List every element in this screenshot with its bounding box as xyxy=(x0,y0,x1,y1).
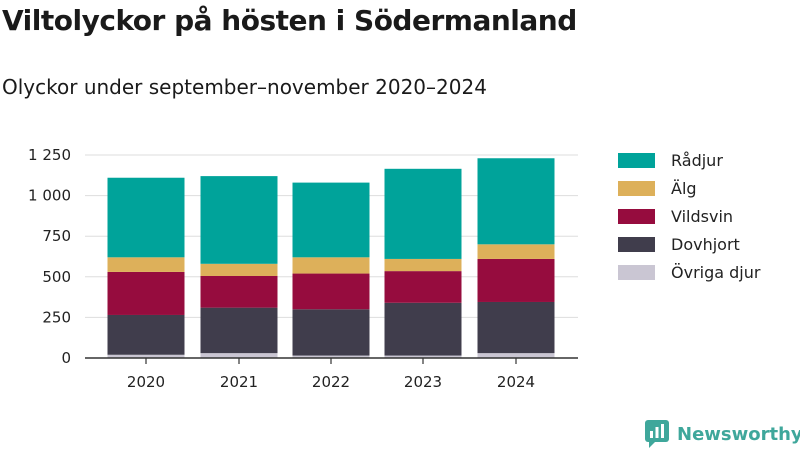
bar-segment[interactable] xyxy=(107,177,185,258)
bar-segment[interactable] xyxy=(384,271,462,303)
bar-segment[interactable] xyxy=(200,353,278,358)
bar-segment[interactable] xyxy=(107,354,185,358)
y-tick-label: 500 xyxy=(42,268,71,286)
x-axis-ticks: 2020 2021 2022 2023 2024 xyxy=(127,358,535,391)
legend-label: Dovhjort xyxy=(671,234,740,254)
legend-item[interactable]: Vildsvin xyxy=(618,202,760,230)
bar-segment[interactable] xyxy=(477,244,555,259)
legend-item[interactable]: Älg xyxy=(618,174,760,202)
bar-segment[interactable] xyxy=(292,182,370,258)
x-tick-label: 2021 xyxy=(220,373,258,391)
legend-swatch xyxy=(618,208,655,224)
bar-segment[interactable] xyxy=(384,168,462,259)
legend-label: Rådjur xyxy=(671,150,723,170)
y-tick-label: 1 000 xyxy=(28,187,71,205)
x-tick-label: 2024 xyxy=(497,373,535,391)
bar-stack-2024 xyxy=(477,158,555,358)
bar-stack-2021 xyxy=(200,176,278,358)
newsworthy-logo: Newsworthy xyxy=(645,420,800,448)
bar-segment[interactable] xyxy=(107,257,185,272)
x-tick-label: 2023 xyxy=(404,373,442,391)
x-tick-label: 2020 xyxy=(127,373,165,391)
bar-segment[interactable] xyxy=(107,271,185,315)
bar-segment[interactable] xyxy=(107,314,185,355)
chart-title: Viltolyckor på hösten i Södermanland xyxy=(2,4,577,37)
bar-segment[interactable] xyxy=(384,258,462,272)
bar-segment[interactable] xyxy=(477,158,555,245)
bar-segment[interactable] xyxy=(477,258,555,302)
legend-item[interactable]: Dovhjort xyxy=(618,230,760,258)
bar-segment[interactable] xyxy=(200,307,278,354)
bar-stack-2022 xyxy=(292,182,370,358)
bar-segment[interactable] xyxy=(384,355,462,358)
y-axis-ticks: 0 250 500 750 1 000 1 250 xyxy=(28,146,71,367)
legend-label: Vildsvin xyxy=(671,206,734,226)
legend-swatch xyxy=(618,264,655,280)
chart-legend: Rådjur Älg Vildsvin Dovhjort Övriga djur xyxy=(618,146,760,286)
legend-item[interactable]: Rådjur xyxy=(618,146,760,174)
bar-segment[interactable] xyxy=(200,176,278,264)
legend-swatch xyxy=(618,180,655,196)
bar-segment[interactable] xyxy=(292,273,370,310)
y-tick-label: 750 xyxy=(42,227,71,245)
bar-segment[interactable] xyxy=(200,263,278,276)
bar-segment[interactable] xyxy=(384,302,462,356)
y-tick-label: 0 xyxy=(61,349,71,367)
newsworthy-logo-text: Newsworthy xyxy=(677,423,800,445)
bar-segment[interactable] xyxy=(200,275,278,308)
legend-swatch xyxy=(618,236,655,252)
bar-segment[interactable] xyxy=(292,355,370,358)
bar-segment[interactable] xyxy=(292,309,370,356)
bar-segment[interactable] xyxy=(477,353,555,358)
legend-item[interactable]: Övriga djur xyxy=(618,258,760,286)
x-tick-label: 2022 xyxy=(312,373,350,391)
legend-swatch xyxy=(618,152,655,168)
bar-stack-2023 xyxy=(384,168,462,358)
bar-segment[interactable] xyxy=(292,257,370,274)
legend-label: Älg xyxy=(671,178,697,198)
newsworthy-logo-icon xyxy=(645,420,669,448)
bar-groups xyxy=(107,158,555,358)
legend-label: Övriga djur xyxy=(671,262,761,282)
bar-segment[interactable] xyxy=(477,301,555,354)
y-tick-label: 1 250 xyxy=(28,146,71,164)
chart-subtitle: Olyckor under september–november 2020–20… xyxy=(2,75,487,99)
y-tick-label: 250 xyxy=(42,308,71,326)
bar-stack-2020 xyxy=(107,177,185,358)
